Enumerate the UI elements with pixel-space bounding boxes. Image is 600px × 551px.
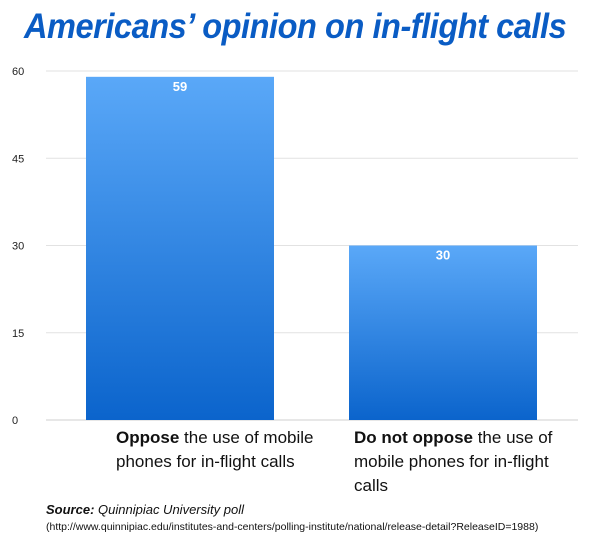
category-label-bold: Oppose <box>116 428 180 447</box>
y-tick-label: 30 <box>12 241 24 253</box>
category-label-oppose: Oppose the use of mobile phones for in-f… <box>116 426 346 474</box>
source-label: Source: <box>46 502 95 517</box>
bar-1 <box>349 245 537 420</box>
y-tick-label: 45 <box>12 153 24 165</box>
bar-value-label: 30 <box>436 248 450 263</box>
bars <box>86 76 537 421</box>
bar-value-labels: 59 30 <box>173 79 450 263</box>
y-tick-label: 15 <box>12 328 24 340</box>
category-label-do-not-oppose: Do not oppose the use of mobile phones f… <box>354 426 584 498</box>
y-axis-ticks: 0 15 30 45 60 <box>12 66 24 427</box>
y-tick-label: 60 <box>12 66 24 78</box>
source-line: Source: Quinnipiac University poll <box>46 502 244 517</box>
category-label-rest: the use of mobile phones for in-flight c… <box>354 428 553 495</box>
bar-0 <box>86 76 274 421</box>
category-label-bold: Do not oppose <box>354 428 473 447</box>
bar-value-label: 59 <box>173 79 187 94</box>
chart-title: Americans’ opinion on in-flight calls <box>24 7 567 46</box>
source-text: Quinnipiac University poll <box>94 502 244 517</box>
source-url: (http://www.quinnipiac.edu/institutes-an… <box>46 521 539 533</box>
y-tick-label: 0 <box>12 415 18 427</box>
category-label-rest: the use of mobile phones for in-flight c… <box>116 428 314 471</box>
